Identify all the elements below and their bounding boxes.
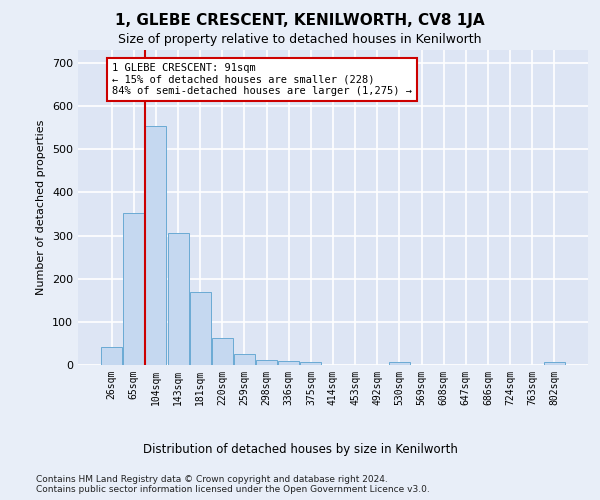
Bar: [544, 362, 565, 365]
Text: Distribution of detached houses by size in Kenilworth: Distribution of detached houses by size …: [143, 442, 457, 456]
Text: Contains HM Land Registry data © Crown copyright and database right 2024.: Contains HM Land Registry data © Crown c…: [36, 475, 388, 484]
Bar: [145, 126, 166, 365]
Text: Size of property relative to detached houses in Kenilworth: Size of property relative to detached ho…: [118, 32, 482, 46]
Bar: [389, 362, 410, 365]
Bar: [278, 360, 299, 365]
Bar: [101, 347, 122, 365]
Y-axis label: Number of detached properties: Number of detached properties: [37, 120, 46, 295]
Bar: [256, 360, 277, 365]
Text: 1 GLEBE CRESCENT: 91sqm
← 15% of detached houses are smaller (228)
84% of semi-d: 1 GLEBE CRESCENT: 91sqm ← 15% of detache…: [112, 63, 412, 96]
Bar: [212, 338, 233, 365]
Text: 1, GLEBE CRESCENT, KENILWORTH, CV8 1JA: 1, GLEBE CRESCENT, KENILWORTH, CV8 1JA: [115, 12, 485, 28]
Bar: [301, 362, 322, 365]
Bar: [190, 292, 211, 365]
Text: Contains public sector information licensed under the Open Government Licence v3: Contains public sector information licen…: [36, 485, 430, 494]
Bar: [124, 213, 145, 365]
Bar: [234, 354, 255, 365]
Bar: [167, 234, 188, 365]
